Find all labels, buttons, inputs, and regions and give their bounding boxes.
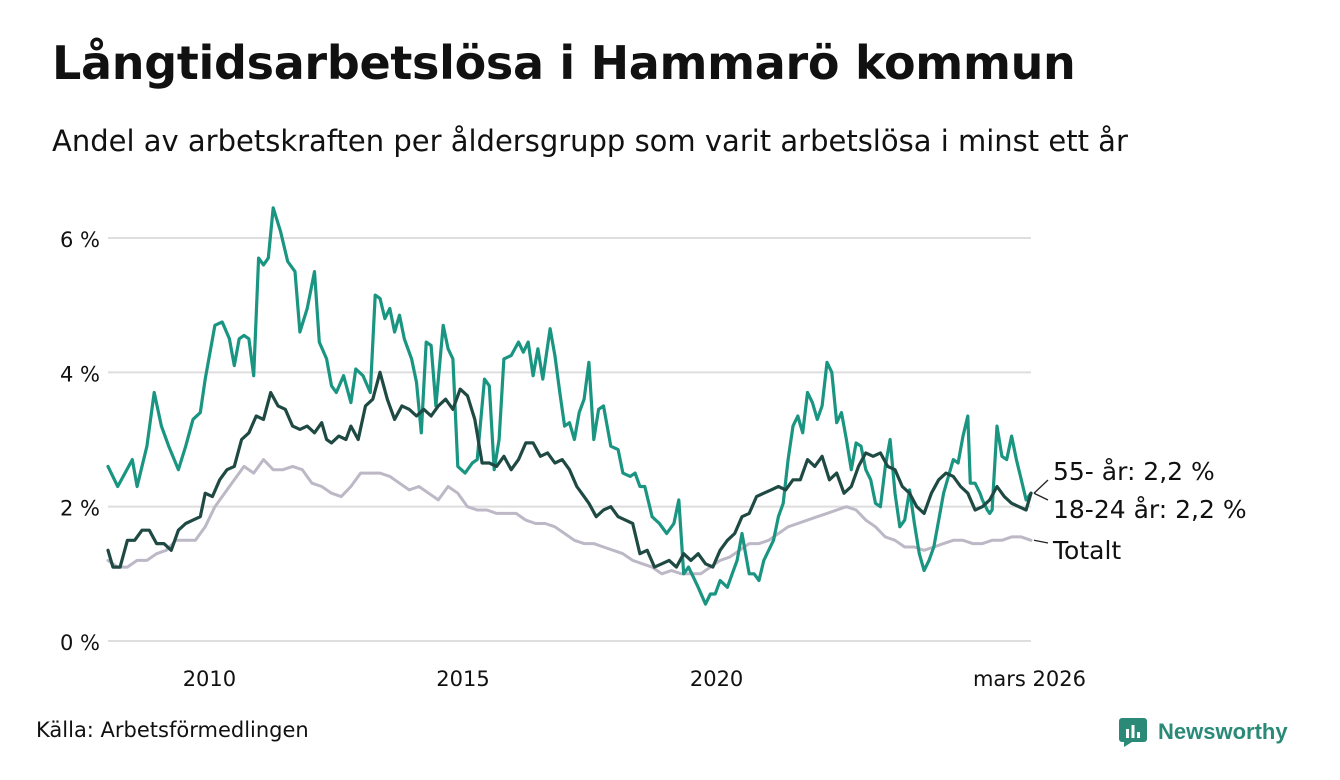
source-note: Källa: Arbetsförmedlingen — [36, 718, 309, 742]
leader-line-total — [1033, 539, 1049, 544]
end-label-s1824: 18-24 år: 2,2 % — [1053, 495, 1247, 524]
chart-subtitle: Andel av arbetskraften per åldersgrupp s… — [52, 124, 1128, 158]
brand-logo-block[interactable]: Newsworthy — [1118, 714, 1288, 750]
end-labels: 55- år: 2,2 % 18-24 år: 2,2 % Totalt — [1033, 457, 1247, 565]
leader-line-s1824 — [1033, 492, 1049, 501]
x-tick-label: 2015 — [436, 667, 489, 691]
leader-line-s55 — [1033, 479, 1049, 494]
x-axis-ticks: 2010 2015 2020 mars 2026 — [183, 667, 1086, 691]
y-tick-label: 4 % — [60, 362, 100, 386]
x-tick-label: 2010 — [183, 667, 236, 691]
series-line-s1824 — [106, 370, 1033, 569]
x-tick-label: mars 2026 — [973, 667, 1086, 691]
chart-title: Långtidsarbetslösa i Hammarö kommun — [52, 36, 1076, 90]
y-tick-label: 6 % — [60, 228, 100, 252]
series-lines — [106, 206, 1033, 606]
gridlines — [108, 237, 1031, 642]
brand-name: Newsworthy — [1158, 719, 1288, 744]
newsworthy-logo-icon — [1119, 718, 1147, 747]
y-axis-ticks: 0 % 2 % 4 % 6 % — [60, 228, 100, 655]
series-line-total — [106, 458, 1033, 576]
end-label-total: Totalt — [1052, 536, 1121, 565]
x-tick-label: 2020 — [690, 667, 743, 691]
y-tick-label: 2 % — [60, 497, 100, 521]
series-line-s55 — [106, 206, 1033, 606]
end-label-s55: 55- år: 2,2 % — [1053, 457, 1215, 486]
y-tick-label: 0 % — [60, 631, 100, 655]
